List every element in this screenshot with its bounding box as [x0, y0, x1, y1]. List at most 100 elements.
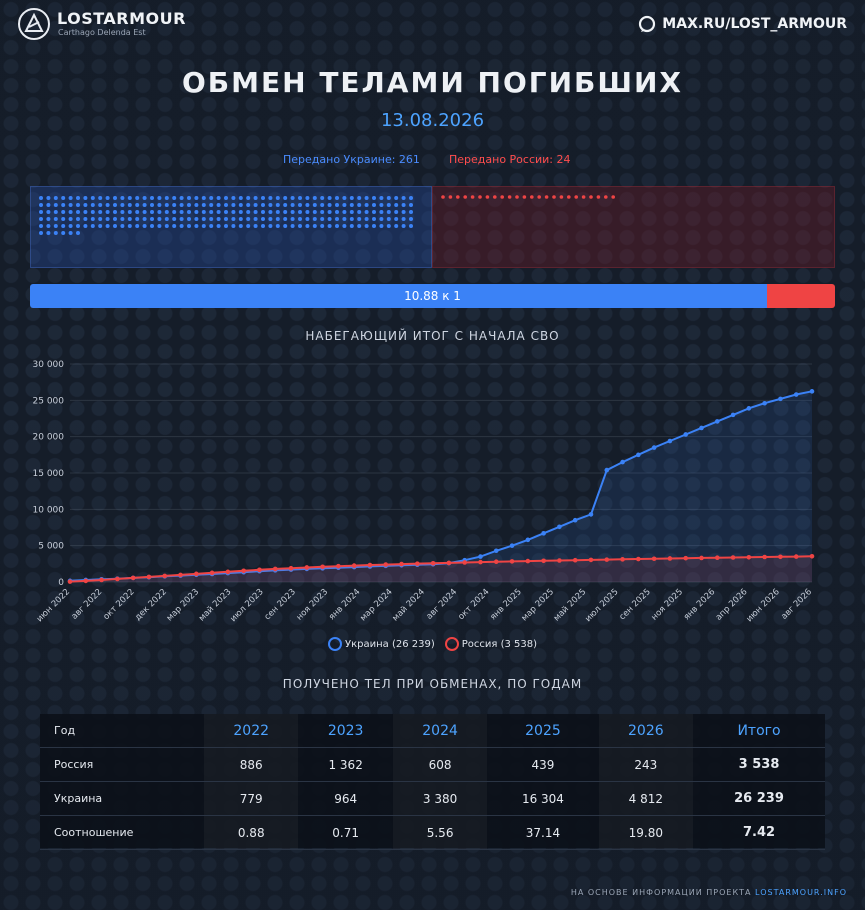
ukraine-body-dot — [364, 224, 369, 228]
ukraine-body-dot — [401, 196, 406, 200]
ukraine-body-dot — [372, 196, 376, 200]
ukraine-body-dot — [364, 196, 369, 200]
brand-logo-icon[interactable] — [18, 8, 50, 40]
footer-credit: НА ОСНОВЕ ИНФОРМАЦИИ ПРОЕКТА LOSTARMOUR.… — [571, 888, 847, 897]
data-point — [746, 554, 752, 560]
ukraine-body-dot — [268, 224, 273, 228]
data-point — [67, 579, 73, 584]
data-point — [778, 554, 783, 560]
ukraine-body-dot — [127, 210, 132, 214]
ukraine-body-dot — [216, 196, 221, 200]
chart-title: НАБЕГАЮЩИЙ ИТОГ С НАЧАЛА СВО — [305, 329, 560, 343]
data-point — [714, 419, 720, 424]
table-header-cell: Итого — [693, 714, 825, 748]
yearly-table: Год 2022 2023 2024 2025 2026 Итого Росси… — [40, 714, 825, 850]
ukraine-body-dot — [98, 217, 103, 221]
ukraine-body-dot — [46, 231, 51, 235]
ukraine-body-dot — [394, 224, 399, 228]
russia-body-dot — [581, 195, 586, 199]
ukraine-body-dot — [105, 210, 110, 214]
ukraine-body-dot — [261, 203, 265, 207]
ukraine-body-dot — [372, 203, 376, 207]
data-point — [399, 561, 404, 567]
table-cell: 37.14 — [487, 815, 599, 850]
legend-russia-marker-icon — [444, 637, 459, 651]
ukraine-body-dot — [105, 196, 110, 200]
data-point — [809, 553, 815, 559]
ukraine-body-dot — [216, 203, 221, 207]
ukraine-body-dot — [409, 217, 413, 221]
ukraine-body-dot — [135, 196, 140, 200]
legend-item-ukraine[interactable]: Украина (26 239) — [327, 637, 435, 651]
ukraine-body-dot — [379, 203, 384, 207]
x-tick-label: ноя 2023 — [295, 587, 331, 623]
ukraine-body-dot — [135, 210, 140, 214]
ukraine-body-dot — [135, 203, 140, 207]
data-point — [525, 558, 531, 564]
ukraine-body-dot — [164, 196, 169, 200]
ukraine-body-dot — [253, 224, 258, 228]
ukraine-body-dot — [76, 231, 80, 235]
ukraine-body-dot — [53, 231, 58, 235]
ukraine-body-dot — [68, 196, 73, 200]
ukraine-body-dot — [335, 224, 339, 228]
ukraine-body-dot — [209, 203, 214, 207]
ukraine-body-dot — [327, 203, 332, 207]
ukraine-body-dot — [275, 210, 280, 214]
legend-item-russia[interactable]: Россия (3 538) — [444, 637, 538, 651]
ukraine-body-dot — [46, 224, 51, 228]
ukraine-body-dot — [298, 203, 302, 207]
data-point — [651, 556, 657, 562]
table-cell: Россия — [40, 747, 204, 782]
ukraine-body-dot — [238, 210, 243, 214]
ukraine-body-dot — [238, 224, 243, 228]
ukraine-body-dot — [305, 196, 310, 200]
brand-name[interactable]: LOSTARMOUR — [57, 9, 186, 28]
ukraine-body-dot — [305, 217, 310, 221]
data-point — [146, 574, 152, 580]
ukraine-body-dot — [349, 224, 354, 228]
ukraine-body-dot — [135, 224, 140, 228]
data-point — [541, 531, 546, 536]
y-tick-label: 5 000 — [38, 542, 64, 552]
data-point — [525, 537, 531, 543]
data-point — [683, 555, 689, 561]
y-tick-label: 30 000 — [33, 360, 65, 370]
x-tick-label: май 2024 — [391, 587, 427, 623]
table-cell: 4 812 — [598, 781, 694, 816]
russia-body-dot — [611, 195, 615, 199]
channel-link[interactable]: MAX.RU/LOST_ARMOUR — [638, 15, 847, 33]
data-point — [730, 555, 736, 560]
table-title: ПОЛУЧЕНО ТЕЛ ПРИ ОБМЕНАХ, ПО ГОДАМ — [282, 677, 583, 691]
data-point — [699, 555, 704, 561]
legend-ukraine-marker-icon — [327, 637, 342, 651]
ukraine-body-dot — [298, 196, 302, 200]
ukraine-body-dot — [216, 217, 221, 221]
ukraine-body-dot — [394, 196, 399, 200]
x-tick-label: авг 2022 — [70, 587, 105, 622]
data-point — [320, 564, 325, 570]
ukraine-body-dot — [194, 196, 199, 200]
ukraine-dots-grid — [39, 196, 413, 235]
ukraine-body-dot — [379, 196, 384, 200]
ukraine-body-dot — [142, 210, 147, 214]
ukraine-body-dot — [98, 224, 103, 228]
ukraine-body-dot — [142, 196, 147, 200]
ukraine-body-dot — [127, 224, 132, 228]
ratio-label: 10.88 к 1 — [404, 289, 461, 303]
ukraine-body-dot — [105, 203, 110, 207]
data-point — [557, 558, 562, 563]
ukraine-body-dot — [409, 196, 413, 200]
footer-link[interactable]: LOSTARMOUR.INFO — [755, 888, 847, 897]
data-point — [588, 512, 594, 517]
russia-body-dot — [589, 195, 593, 199]
ukraine-body-dot — [312, 203, 317, 207]
x-tick-label: мар 2023 — [165, 587, 201, 623]
russia-body-dot — [507, 195, 512, 199]
ukraine-body-dot — [39, 203, 43, 207]
russia-body-dot — [441, 195, 445, 199]
ukraine-body-dot — [290, 196, 295, 200]
legend-russia-label: Россия (3 538) — [461, 639, 538, 650]
ukraine-body-dot — [142, 217, 147, 221]
ratio-bar-russia — [767, 284, 835, 308]
